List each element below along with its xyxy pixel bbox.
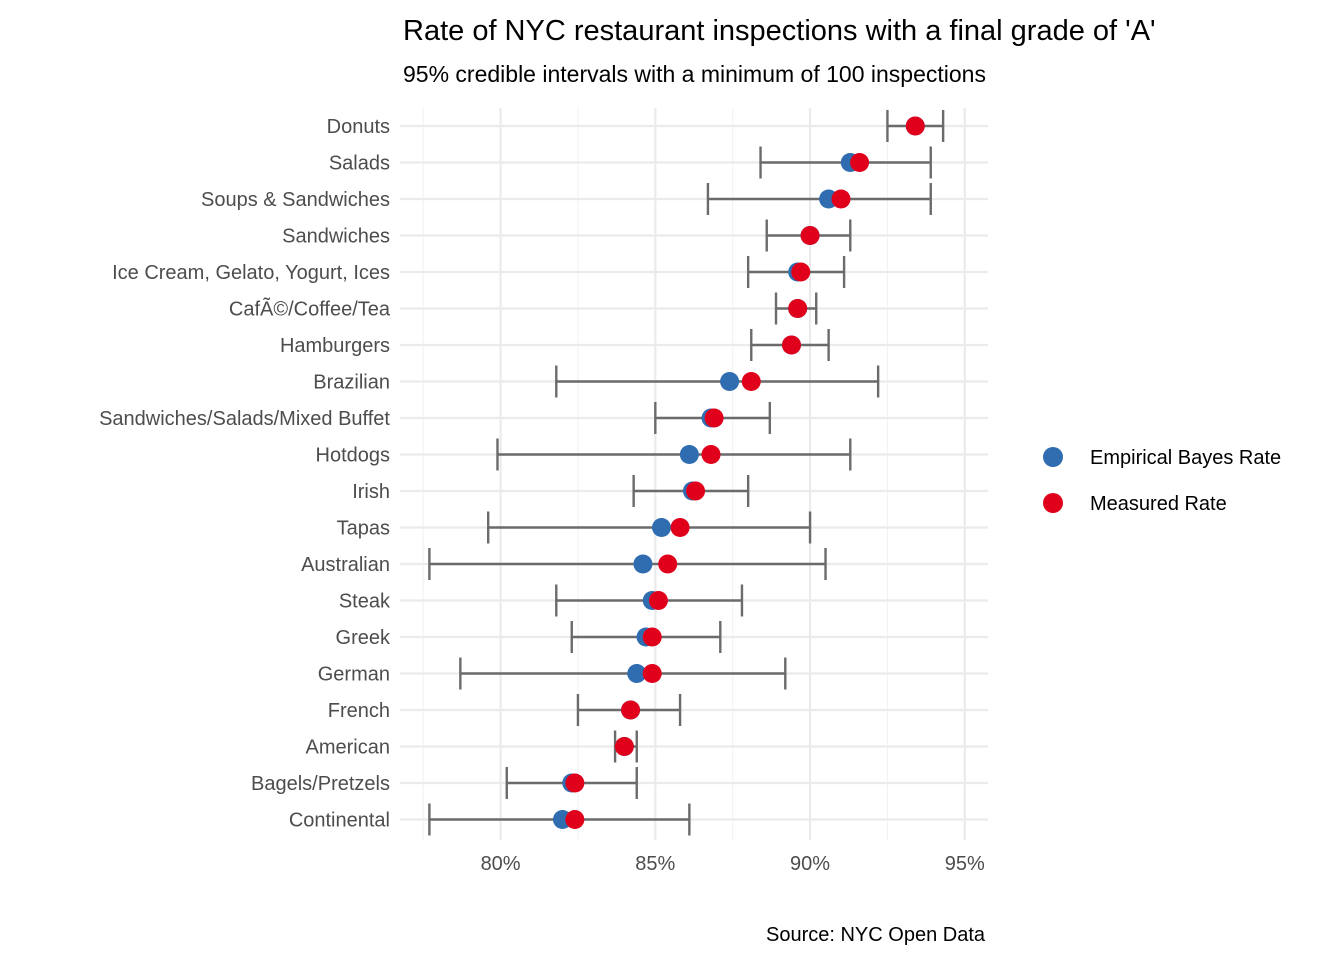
- error-bar: [428, 548, 827, 580]
- legend: Empirical Bayes Rate Measured Rate: [1043, 447, 1281, 515]
- y-tick-label: Bagels/Pretzels: [251, 773, 390, 795]
- empirical-bayes-point: [720, 372, 740, 391]
- y-tick-label: Continental: [289, 810, 390, 832]
- y-tick-label: Donuts: [327, 116, 390, 138]
- legend-item: Measured Rate: [1043, 493, 1227, 515]
- error-bars: [428, 110, 945, 836]
- measured-rate-point: [670, 518, 690, 537]
- y-tick-label: American: [306, 737, 390, 759]
- measured-rate-point: [800, 226, 820, 245]
- error-bar: [555, 365, 880, 398]
- y-tick-label: Sandwiches: [282, 226, 390, 248]
- y-axis-labels: Donuts Salads Soups & Sandwiches Sandwiches…: [99, 116, 391, 832]
- chart-title: Rate of NYC restaurant inspections with …: [403, 15, 1156, 47]
- empirical-bayes-point: [633, 554, 653, 574]
- y-tick-label: Steak: [339, 591, 391, 613]
- error-bar: [487, 511, 812, 544]
- grid: [400, 108, 988, 840]
- measured-rate-point: [621, 700, 641, 720]
- x-tick-label: 90%: [790, 853, 830, 875]
- y-tick-label: Hamburgers: [280, 335, 390, 357]
- y-tick-label: Hotdogs: [316, 445, 391, 467]
- y-tick-label: Tapas: [337, 518, 390, 540]
- measured-rate-point: [642, 627, 662, 647]
- empirical-bayes-point: [652, 518, 672, 537]
- chart-caption: Source: NYC Open Data: [766, 924, 986, 946]
- measured-rate-point: [701, 445, 721, 464]
- measured-rate-point: [905, 116, 925, 136]
- measured-rate-point: [788, 299, 808, 318]
- chart-subtitle: 95% credible intervals with a minimum of…: [403, 61, 986, 87]
- measured-rate-point: [831, 189, 851, 209]
- measured-rate-point: [704, 408, 724, 428]
- measured-rate-point: [781, 335, 801, 355]
- x-tick-label: 85%: [635, 853, 675, 875]
- measured-rate-point: [658, 554, 678, 574]
- legend-key: [1043, 447, 1063, 467]
- error-bar: [496, 438, 852, 471]
- error-bar: [459, 657, 787, 690]
- measured-rate-point: [642, 664, 662, 683]
- y-tick-label: Salads: [329, 153, 390, 175]
- y-tick-label: CafÃ©/Coffee/Tea: [229, 297, 391, 321]
- points: [552, 116, 925, 829]
- legend-label: Empirical Bayes Rate: [1090, 447, 1281, 469]
- x-tick-label: 80%: [481, 853, 521, 875]
- legend-label: Measured Rate: [1090, 493, 1227, 515]
- measured-rate-point: [741, 372, 761, 391]
- legend-item: Empirical Bayes Rate: [1043, 447, 1281, 469]
- empirical-bayes-point: [627, 664, 647, 683]
- measured-rate-point: [686, 481, 706, 501]
- y-tick-label: Greek: [336, 627, 391, 649]
- y-tick-label: Ice Cream, Gelato, Yogurt, Ices: [112, 262, 390, 284]
- x-axis-labels: 80% 85% 90% 95%: [481, 853, 985, 875]
- y-tick-label: Soups & Sandwiches: [201, 189, 390, 211]
- y-tick-label: Irish: [352, 481, 390, 503]
- measured-rate-point: [791, 262, 811, 282]
- measured-rate-point: [565, 810, 585, 829]
- legend-key: [1043, 493, 1063, 513]
- y-tick-label: French: [328, 700, 390, 722]
- x-tick-label: 95%: [945, 853, 985, 875]
- y-tick-label: Sandwiches/Salads/Mixed Buffet: [99, 408, 390, 430]
- y-tick-label: Australian: [301, 554, 390, 576]
- measured-rate-point: [614, 737, 634, 756]
- y-tick-label: Brazilian: [313, 372, 390, 394]
- measured-rate-point: [648, 591, 668, 610]
- measured-rate-point: [850, 153, 870, 172]
- y-tick-label: German: [318, 664, 390, 686]
- empirical-bayes-point: [679, 445, 699, 464]
- measured-rate-point: [565, 773, 585, 793]
